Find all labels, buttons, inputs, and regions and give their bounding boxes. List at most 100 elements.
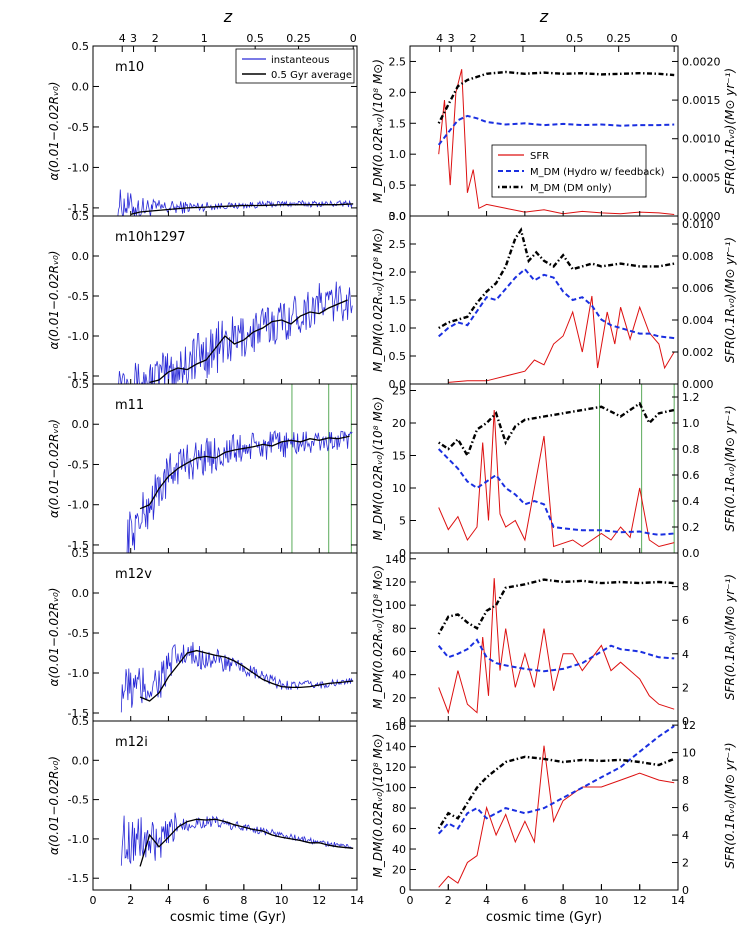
alpha-y-tick-label: -1.5: [68, 707, 89, 720]
legend-average-label: 0.5 Gyr average: [271, 70, 352, 81]
mass-panel-frame: [409, 552, 679, 722]
mass-y-tick-label: 80: [392, 802, 406, 815]
right-x-tick-label: 12: [633, 894, 647, 907]
mass-y-tick-label: 120: [385, 576, 406, 589]
alpha-y-tick-label: -1.5: [68, 539, 89, 552]
alpha-y-tick-label: 0.0: [72, 754, 90, 767]
right-x-tick-label: 6: [521, 894, 528, 907]
alpha-y-tick-label: 0.5: [72, 547, 90, 560]
mass-y-tick-label: 1.0: [389, 148, 407, 161]
left-x-axis-label: cosmic time (Gyr): [170, 910, 286, 925]
mass-y-tick-label: 120: [385, 761, 406, 774]
sfr-y-axis-label: SFR(0.1Rᵥ₀)(M⊙ yr⁻¹): [723, 405, 737, 531]
alpha-y-tick-label: -0.5: [68, 458, 89, 471]
mass-y-tick-label: 20: [392, 417, 406, 430]
mass-y-tick-label: 1.0: [389, 322, 407, 335]
left-z-tick-label: 0.25: [286, 32, 311, 45]
sfr-y-tick-label: 0.008: [682, 250, 714, 263]
sfr-y-tick-label: 0.010: [682, 218, 714, 231]
alpha-y-tick-label: 0.5: [72, 715, 90, 728]
left-x-tick-label: 2: [127, 894, 134, 907]
left-x-tick-label: 14: [350, 894, 364, 907]
alpha-y-tick-label: 0.0: [72, 80, 90, 93]
right-z-tick-label: 0.5: [566, 32, 584, 45]
alpha-y-tick-label: 0.0: [72, 250, 90, 263]
left-x-tick-label: 6: [203, 894, 210, 907]
alpha-y-tick-label: -0.5: [68, 121, 89, 134]
mass-y-tick-label: 3.0: [389, 210, 407, 223]
mass-y-tick-label: 2.5: [389, 55, 407, 68]
mass-y-tick-label: 80: [392, 622, 406, 635]
sfr-y-tick-label: 0.0005: [682, 171, 721, 184]
mass-y-tick-label: 0.0: [389, 378, 407, 391]
alpha-y-axis-label: α(0.01−0.02Rᵥ₀): [47, 251, 61, 350]
mass-y-axis-label: M_DM(0.02Rᵥ₀)(10⁸ M⊙): [371, 228, 385, 372]
sfr-y-tick-label: 0.0: [682, 547, 700, 560]
alpha-y-tick-label: 0.0: [72, 587, 90, 600]
left-z-tick-label: 0.5: [246, 32, 264, 45]
alpha-average-line: [139, 435, 350, 510]
sfr-y-tick-label: 0.0000: [682, 210, 721, 223]
mdm-hydro-line: [437, 448, 675, 536]
right-x-tick-label: 4: [483, 894, 490, 907]
left-x-tick-label: 10: [275, 894, 289, 907]
mass-y-tick-label: 40: [392, 669, 406, 682]
legend-hydro-label: M_DM (Hydro w/ feedback): [530, 167, 665, 178]
sfr-y-tick-label: 0.8: [682, 443, 700, 456]
sfr-y-tick-label: 4: [682, 648, 689, 661]
left-z-tick-label: 2: [152, 32, 159, 45]
mass-y-tick-label: 0.5: [389, 350, 407, 363]
left-z-tick-label: 3: [130, 32, 137, 45]
sfr-y-axis-label: SFR(0.1Rᵥ₀)(M⊙ yr⁻¹): [723, 742, 737, 868]
alpha-y-tick-label: -1.0: [68, 161, 89, 174]
right-z-tick-label: 4: [436, 32, 443, 45]
mass-y-tick-label: 60: [392, 823, 406, 836]
mass-panel-frame: [409, 215, 679, 385]
mass-y-tick-label: 15: [392, 450, 406, 463]
alpha-y-tick-label: -1.5: [68, 370, 89, 383]
alpha-average-line: [139, 818, 354, 867]
right-x-tick-label: 8: [560, 894, 567, 907]
alpha-y-tick-label: -0.5: [68, 627, 89, 640]
sfr-y-tick-label: 0.2: [682, 521, 700, 534]
panel-name-label: m11: [115, 398, 144, 413]
alpha-instantaneous-line: [126, 430, 353, 553]
alpha-instantaneous-line: [118, 281, 353, 384]
right-x-tick-label: 10: [594, 894, 608, 907]
legend-sfr-label: SFR: [530, 151, 549, 162]
mass-y-tick-label: 0: [399, 715, 406, 728]
alpha-average-line: [139, 649, 354, 702]
sfr-y-tick-label: 0.004: [682, 314, 714, 327]
panel-name-label: m12i: [115, 735, 148, 750]
alpha-y-tick-label: -1.0: [68, 330, 89, 343]
mass-y-axis-label: M_DM(0.02Rᵥ₀)(10⁸ M⊙): [371, 397, 385, 541]
mass-y-tick-label: 0.5: [389, 179, 407, 192]
mdm-dmonly-line: [437, 755, 675, 830]
right-x-tick-label: 0: [407, 894, 414, 907]
mdm-hydro-line: [437, 114, 675, 146]
mass-y-axis-label: M_DM(0.02Rᵥ₀)(10⁸ M⊙): [371, 59, 385, 203]
mass-y-tick-label: 10: [392, 482, 406, 495]
right-z-tick-label: 1: [519, 32, 526, 45]
sfr-y-axis-label: SFR(0.1Rᵥ₀)(M⊙ yr⁻¹): [723, 574, 737, 700]
alpha-y-tick-label: 0.5: [72, 40, 90, 53]
alpha-y-tick-label: -1.5: [68, 872, 89, 885]
alpha-y-tick-label: -1.0: [68, 667, 89, 680]
mass-y-tick-label: 100: [385, 599, 406, 612]
left-x-tick-label: 12: [312, 894, 326, 907]
sfr-y-tick-label: 10: [682, 747, 696, 760]
alpha-y-axis-label: α(0.01−0.02Rᵥ₀): [47, 419, 61, 518]
left-x-tick-label: 8: [240, 894, 247, 907]
mass-y-tick-label: 1.5: [389, 294, 407, 307]
alpha-y-tick-label: -1.5: [68, 202, 89, 215]
alpha-y-axis-label: α(0.01−0.02Rᵥ₀): [47, 588, 61, 687]
left-z-tick-label: 0: [350, 32, 357, 45]
alpha-y-axis-label: α(0.01−0.02Rᵥ₀): [47, 756, 61, 855]
alpha-y-tick-label: 0.5: [72, 378, 90, 391]
sfr-y-axis-label: SFR(0.1Rᵥ₀)(M⊙ yr⁻¹): [723, 237, 737, 363]
sfr-y-tick-label: 0.0020: [682, 55, 721, 68]
panel-name-label: m12v: [115, 567, 152, 582]
right-z-axis-label: z: [539, 7, 549, 26]
alpha-panel-frame: [92, 720, 358, 891]
alpha-instantaneous-line: [120, 642, 353, 713]
